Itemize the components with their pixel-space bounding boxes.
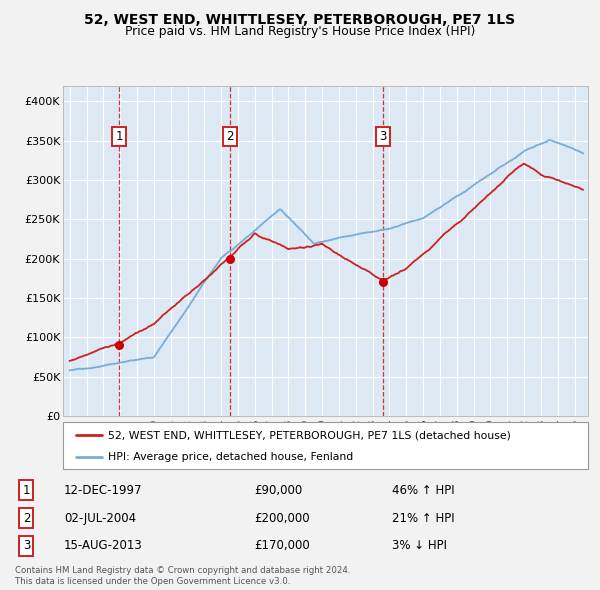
Text: 1: 1 — [23, 484, 30, 497]
Text: 1: 1 — [116, 130, 123, 143]
Text: 02-JUL-2004: 02-JUL-2004 — [64, 512, 136, 525]
Text: 52, WEST END, WHITTLESEY, PETERBOROUGH, PE7 1LS: 52, WEST END, WHITTLESEY, PETERBOROUGH, … — [85, 13, 515, 27]
Text: 46% ↑ HPI: 46% ↑ HPI — [392, 484, 455, 497]
Text: 2: 2 — [23, 512, 30, 525]
Text: 3: 3 — [23, 539, 30, 552]
Text: £200,000: £200,000 — [254, 512, 310, 525]
Text: 15-AUG-2013: 15-AUG-2013 — [64, 539, 143, 552]
Text: £170,000: £170,000 — [254, 539, 310, 552]
Text: 3: 3 — [379, 130, 387, 143]
Text: 2: 2 — [226, 130, 233, 143]
Text: 12-DEC-1997: 12-DEC-1997 — [64, 484, 142, 497]
Text: Price paid vs. HM Land Registry's House Price Index (HPI): Price paid vs. HM Land Registry's House … — [125, 25, 475, 38]
Text: 52, WEST END, WHITTLESEY, PETERBOROUGH, PE7 1LS (detached house): 52, WEST END, WHITTLESEY, PETERBOROUGH, … — [107, 430, 511, 440]
Text: This data is licensed under the Open Government Licence v3.0.: This data is licensed under the Open Gov… — [15, 577, 290, 586]
Text: HPI: Average price, detached house, Fenland: HPI: Average price, detached house, Fenl… — [107, 452, 353, 462]
Text: 21% ↑ HPI: 21% ↑ HPI — [392, 512, 455, 525]
FancyBboxPatch shape — [63, 422, 588, 469]
Text: Contains HM Land Registry data © Crown copyright and database right 2024.: Contains HM Land Registry data © Crown c… — [15, 566, 350, 575]
Text: 3% ↓ HPI: 3% ↓ HPI — [392, 539, 447, 552]
Text: £90,000: £90,000 — [254, 484, 302, 497]
